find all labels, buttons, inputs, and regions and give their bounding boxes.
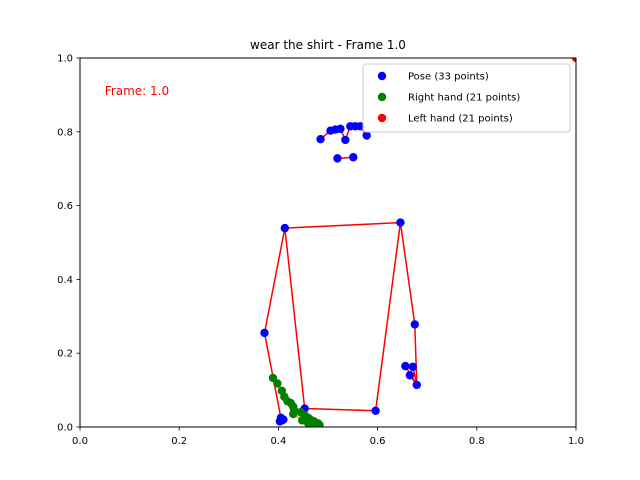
- legend-marker: [377, 71, 387, 81]
- x-tick-label: 0.8: [469, 436, 485, 447]
- legend-label: Left hand (21 points): [408, 114, 513, 125]
- keypoint: [316, 134, 325, 144]
- y-tick-label: 1.0: [57, 54, 73, 65]
- keypoint: [333, 154, 342, 163]
- y-tick-label: 0.8: [57, 127, 73, 138]
- keypoint: [405, 371, 415, 380]
- x-axis: 0.0 0.2 0.4 0.6 0.8 1.0: [72, 427, 584, 447]
- keypoint: [396, 218, 405, 227]
- keypoint: [356, 122, 365, 131]
- keypoint: [273, 379, 282, 388]
- skeleton-line: [414, 324, 418, 385]
- keypoint: [401, 361, 410, 371]
- y-tick-label: 0.0: [57, 423, 73, 434]
- x-tick-label: 0.6: [370, 436, 386, 447]
- skeleton-line: [284, 228, 306, 409]
- keypoint: [326, 126, 335, 135]
- keypoint: [571, 58, 576, 63]
- chart-title: wear the shirt - Frame 1.0: [250, 38, 406, 52]
- skeleton-line: [304, 407, 376, 412]
- skeleton-line: [399, 222, 416, 325]
- legend-label: Right hand (21 points): [408, 93, 520, 104]
- legend-label: Pose (33 points): [408, 72, 489, 83]
- skeleton-line: [263, 227, 286, 334]
- keypoint: [349, 153, 358, 162]
- y-tick-label: 0.4: [57, 275, 73, 286]
- keypoint: [260, 328, 269, 338]
- y-axis: 0.0 0.2 0.4 0.6 0.8 1.0: [57, 54, 80, 434]
- keypoint: [309, 421, 319, 427]
- keypoint: [371, 406, 380, 415]
- legend-marker: [377, 113, 387, 123]
- y-tick-label: 0.6: [57, 201, 73, 212]
- plot-frame: [79, 57, 577, 428]
- keypoint: [408, 362, 418, 372]
- keypoint: [277, 416, 287, 425]
- keypoint: [280, 223, 290, 233]
- legend: Pose (33 points) Right hand (21 points) Le…: [362, 63, 571, 133]
- keypoint: [362, 131, 371, 140]
- keypoint: [341, 135, 350, 145]
- keypoint: [412, 380, 421, 390]
- x-tick-label: 0.4: [270, 436, 286, 447]
- skeleton-line: [374, 222, 402, 411]
- x-tick-label: 0.0: [72, 436, 88, 447]
- frame-annotation: Frame: 1.0: [105, 84, 169, 98]
- keypoint: [410, 320, 419, 329]
- keypoints: [260, 58, 576, 427]
- skeleton-line: [284, 221, 401, 229]
- legend-box: [362, 63, 571, 133]
- keypoint: [289, 409, 298, 419]
- x-tick-label: 0.2: [171, 436, 187, 447]
- x-tick-label: 1.0: [568, 436, 584, 447]
- legend-marker: [377, 92, 387, 102]
- y-tick-label: 0.2: [57, 349, 73, 360]
